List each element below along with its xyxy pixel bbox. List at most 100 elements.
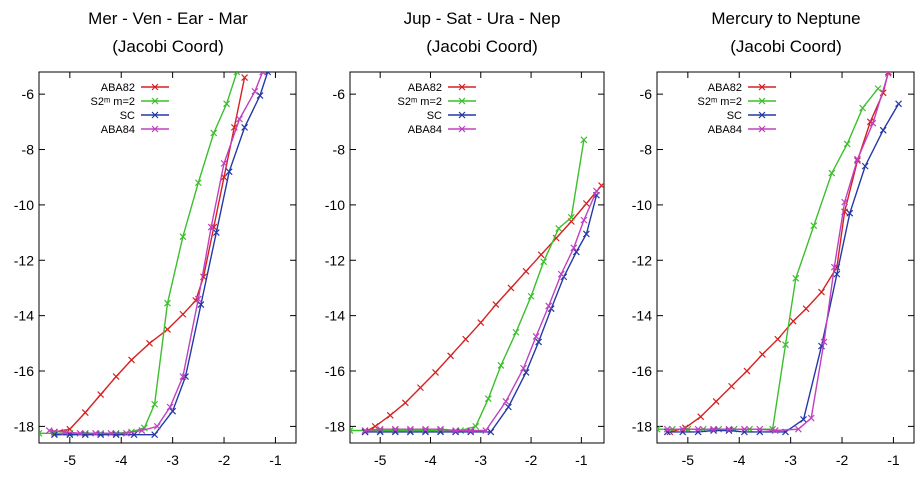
data-point bbox=[61, 428, 69, 436]
data-point bbox=[484, 395, 492, 403]
point-marker bbox=[598, 182, 604, 189]
y-tick-label: -14 bbox=[325, 308, 345, 324]
data-point bbox=[128, 356, 135, 364]
point-marker bbox=[555, 225, 563, 232]
y-tick-label: -12 bbox=[325, 252, 345, 268]
data-point bbox=[537, 251, 545, 259]
series-4 bbox=[45, 72, 267, 437]
chart-panel-2: Jup - Sat - Ura - Nep (Jacobi Coord) -18 -1… bbox=[325, 9, 605, 468]
data-point bbox=[557, 270, 565, 278]
data-point bbox=[76, 429, 84, 437]
data-point bbox=[81, 409, 89, 416]
series-2 bbox=[657, 85, 882, 433]
point-marker bbox=[61, 428, 69, 436]
data-point bbox=[540, 258, 548, 266]
legend-marker bbox=[151, 97, 159, 105]
data-point bbox=[874, 85, 882, 93]
point-marker bbox=[225, 168, 233, 176]
legend: ABA82 S2ᵐ m=2 SC ABA84 bbox=[90, 82, 169, 136]
y-tick-label: -6 bbox=[22, 86, 35, 102]
point-marker bbox=[482, 427, 490, 434]
data-point bbox=[580, 216, 588, 224]
data-point bbox=[361, 427, 369, 434]
point-marker bbox=[545, 302, 553, 310]
point-marker bbox=[593, 187, 600, 195]
point-marker bbox=[361, 427, 369, 434]
y-tick-label: -14 bbox=[14, 308, 34, 324]
plot-area bbox=[39, 72, 272, 439]
chart-panel-3: Mercury to Neptune (Jacobi Coord) -18 -16 -1… bbox=[632, 9, 915, 468]
point-marker bbox=[477, 319, 485, 326]
data-point bbox=[233, 72, 241, 76]
point-marker bbox=[164, 326, 171, 333]
legend-marker bbox=[458, 125, 466, 133]
point-marker bbox=[895, 100, 903, 108]
data-point bbox=[225, 168, 233, 176]
data-point bbox=[391, 428, 399, 436]
data-point bbox=[497, 362, 505, 369]
point-marker bbox=[884, 72, 890, 76]
y-tick-label: -18 bbox=[14, 418, 34, 434]
point-marker bbox=[782, 341, 789, 349]
x-tick-label: -1 bbox=[887, 452, 900, 468]
data-point bbox=[582, 200, 590, 207]
point-marker bbox=[487, 428, 495, 436]
point-marker bbox=[416, 384, 424, 392]
data-point bbox=[712, 398, 720, 405]
data-point bbox=[657, 425, 661, 433]
legend-marker bbox=[758, 125, 766, 133]
plot-frame bbox=[656, 71, 915, 444]
legend-label: ABA82 bbox=[101, 82, 135, 94]
data-point bbox=[153, 422, 161, 430]
point-marker bbox=[820, 338, 828, 346]
data-point bbox=[220, 159, 228, 167]
point-marker bbox=[256, 92, 264, 99]
point-marker bbox=[527, 292, 535, 300]
legend-label: SC bbox=[427, 110, 442, 122]
legend-marker bbox=[151, 83, 159, 91]
series-4 bbox=[663, 72, 892, 434]
point-marker bbox=[447, 352, 455, 360]
data-point bbox=[406, 425, 414, 433]
point-marker bbox=[169, 407, 177, 415]
x-tick-label: -5 bbox=[64, 452, 77, 468]
point-marker bbox=[567, 213, 575, 221]
data-point bbox=[212, 229, 220, 237]
point-marker bbox=[350, 427, 354, 432]
y-tick-label: -6 bbox=[640, 86, 653, 102]
plot-frame bbox=[38, 71, 297, 444]
point-marker bbox=[210, 223, 218, 231]
point-marker bbox=[223, 100, 231, 108]
data-point bbox=[422, 428, 429, 436]
legend-item: ABA82 bbox=[708, 82, 776, 94]
data-point bbox=[728, 382, 735, 390]
data-point bbox=[859, 104, 867, 112]
data-point bbox=[482, 427, 490, 434]
data-point bbox=[164, 299, 171, 307]
point-marker bbox=[432, 368, 439, 376]
data-point bbox=[854, 155, 861, 163]
point-marker bbox=[520, 364, 527, 372]
data-point bbox=[112, 373, 120, 380]
point-marker bbox=[194, 179, 202, 187]
legend-item: ABA82 bbox=[101, 82, 169, 94]
data-point bbox=[179, 373, 187, 380]
point-marker bbox=[197, 301, 205, 308]
point-marker bbox=[522, 267, 530, 275]
legend-label: SC bbox=[727, 110, 742, 122]
x-tick-label: -2 bbox=[836, 452, 849, 468]
x-tick-label: -5 bbox=[374, 452, 387, 468]
data-point bbox=[236, 115, 243, 123]
data-point bbox=[197, 301, 205, 308]
point-marker bbox=[810, 222, 818, 230]
legend: ABA82 S2ᵐ m=2 SC ABA84 bbox=[697, 82, 776, 136]
data-point bbox=[743, 367, 751, 375]
y-tick-label: -18 bbox=[632, 418, 652, 434]
series-1 bbox=[666, 72, 892, 436]
plot-area bbox=[657, 72, 903, 436]
point-marker bbox=[841, 198, 849, 206]
chart-title: Mercury to Neptune bbox=[711, 9, 860, 28]
point-marker bbox=[800, 416, 807, 423]
data-point bbox=[151, 400, 159, 408]
